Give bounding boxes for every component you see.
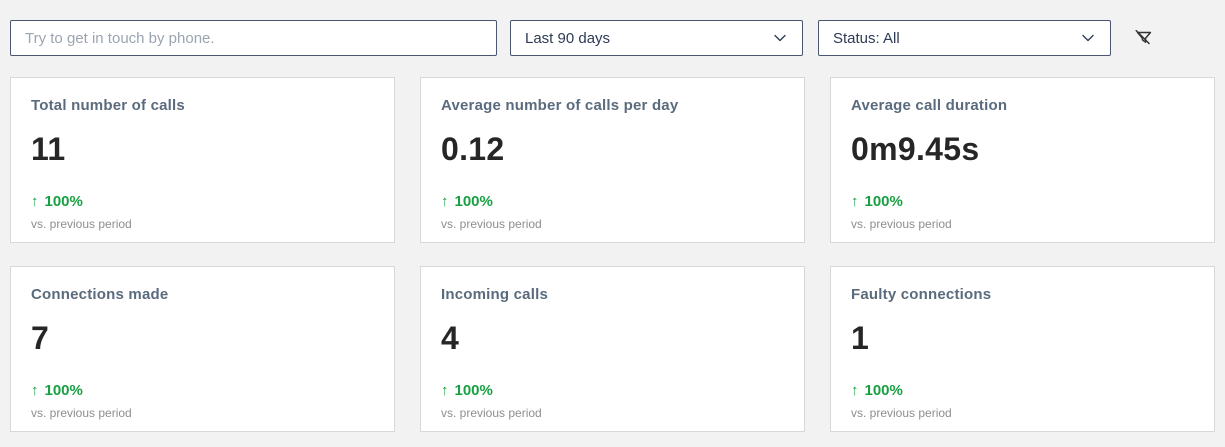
- up-arrow-icon: ↑: [31, 382, 39, 399]
- stat-card-title: Faulty connections: [851, 286, 992, 303]
- stat-card: Average number of calls per day 0.12 ↑ 1…: [420, 77, 805, 243]
- stat-card-comparison: vs. previous period: [441, 217, 542, 231]
- stat-card-change: ↑ 100%: [441, 382, 784, 399]
- stat-card-comparison: vs. previous period: [441, 406, 542, 420]
- stat-card-change: ↑ 100%: [31, 193, 374, 210]
- stat-card: Average call duration 0m9.45s ↑ 100% vs.…: [830, 77, 1215, 243]
- stat-card-comparison: vs. previous period: [31, 217, 132, 231]
- stat-card-value: 1: [851, 320, 870, 356]
- up-arrow-icon: ↑: [851, 193, 859, 210]
- change-percent: 100%: [44, 193, 83, 210]
- status-dropdown[interactable]: Status: All: [818, 20, 1111, 56]
- chevron-down-icon: [774, 34, 786, 42]
- search-input[interactable]: [10, 20, 497, 56]
- change-percent: 100%: [454, 382, 493, 399]
- up-arrow-icon: ↑: [441, 193, 449, 210]
- stat-card-change: ↑ 100%: [851, 382, 1194, 399]
- stat-card-title: Connections made: [31, 286, 169, 303]
- stat-card-comparison: vs. previous period: [851, 406, 952, 420]
- stat-card-title: Incoming calls: [441, 286, 548, 303]
- stat-card: Incoming calls 4 ↑ 100% vs. previous per…: [420, 266, 805, 432]
- stat-card-comparison: vs. previous period: [31, 406, 132, 420]
- clear-filters-button[interactable]: [1131, 25, 1157, 51]
- stat-card: Faulty connections 1 ↑ 100% vs. previous…: [830, 266, 1215, 432]
- filter-toolbar: Last 90 days Status: All: [0, 0, 1225, 56]
- up-arrow-icon: ↑: [31, 193, 39, 210]
- stat-card-value: 4: [441, 320, 460, 356]
- filter-off-icon: [1135, 29, 1152, 45]
- chevron-down-icon: [1082, 34, 1094, 42]
- stat-card-value: 11: [31, 131, 66, 167]
- change-percent: 100%: [864, 382, 903, 399]
- stat-card-value: 0.12: [441, 131, 505, 167]
- stat-card-change: ↑ 100%: [441, 193, 784, 210]
- change-percent: 100%: [44, 382, 83, 399]
- up-arrow-icon: ↑: [441, 382, 449, 399]
- stat-card-value: 7: [31, 320, 50, 356]
- stat-card-change: ↑ 100%: [31, 382, 374, 399]
- stat-card-title: Average call duration: [851, 97, 1008, 114]
- change-percent: 100%: [864, 193, 903, 210]
- stat-card-title: Total number of calls: [31, 97, 185, 114]
- stat-card-change: ↑ 100%: [851, 193, 1194, 210]
- stat-card: Total number of calls 11 ↑ 100% vs. prev…: [10, 77, 395, 243]
- stat-card-comparison: vs. previous period: [851, 217, 952, 231]
- status-value: Status: All: [833, 29, 900, 47]
- stat-cards-grid: Total number of calls 11 ↑ 100% vs. prev…: [10, 77, 1215, 432]
- date-range-dropdown[interactable]: Last 90 days: [510, 20, 803, 56]
- stat-card: Connections made 7 ↑ 100% vs. previous p…: [10, 266, 395, 432]
- date-range-value: Last 90 days: [525, 29, 611, 47]
- stat-card-value: 0m9.45s: [851, 131, 980, 167]
- up-arrow-icon: ↑: [851, 382, 859, 399]
- stat-card-title: Average number of calls per day: [441, 97, 679, 114]
- change-percent: 100%: [454, 193, 493, 210]
